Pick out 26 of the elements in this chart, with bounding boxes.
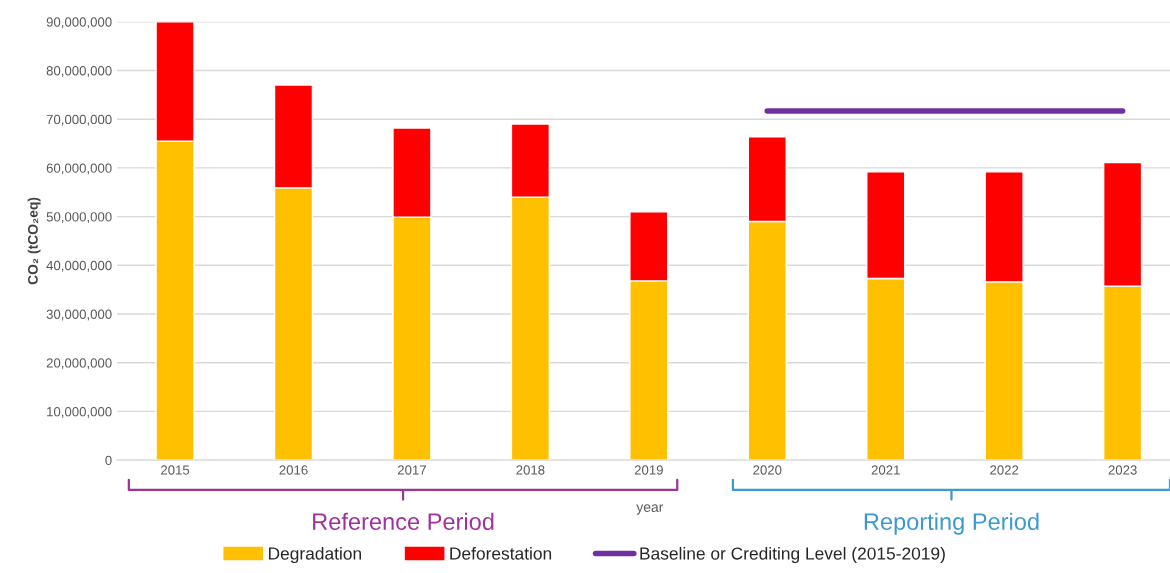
y-tick-label: 70,000,000 — [46, 114, 112, 126]
y-tick-label: 60,000,000 — [46, 163, 112, 175]
x-axis-title: year — [636, 504, 664, 515]
x-tick-label: 2023 — [1108, 465, 1137, 475]
y-tick-label: 80,000,000 — [46, 66, 112, 77]
x-tick-label: 2020 — [753, 465, 782, 475]
x-tick-label: 2016 — [279, 465, 308, 475]
x-tick-label: 2021 — [871, 465, 900, 475]
y-tick-label: 10,000,000 — [47, 406, 112, 418]
x-tick-label: 2019 — [634, 465, 663, 475]
y-tick-label: 0 — [105, 455, 112, 466]
x-tick-label: 2018 — [516, 465, 545, 475]
y-tick-label: 90,000,000 — [46, 17, 112, 29]
y-tick-label: 30,000,000 — [46, 309, 112, 321]
x-tick-label: 2022 — [990, 465, 1019, 475]
x-tick-label: 2015 — [161, 465, 190, 475]
y-axis-title: CO₂ (tCO₂eq) — [27, 197, 41, 285]
legend-label: Deforestation — [450, 546, 552, 560]
y-tick-label: 40,000,000 — [46, 260, 112, 272]
text: Reporting Period — [864, 512, 1039, 535]
y-tick-label: 50,000,000 — [46, 212, 112, 224]
text: Reference Period — [313, 512, 494, 531]
legend-label: Baseline or Crediting Level (2015-2019) — [640, 546, 945, 564]
x-tick-label: 2017 — [397, 465, 426, 475]
y-tick-label: 20,000,000 — [46, 358, 112, 370]
legend-label: Degradation — [268, 546, 361, 564]
